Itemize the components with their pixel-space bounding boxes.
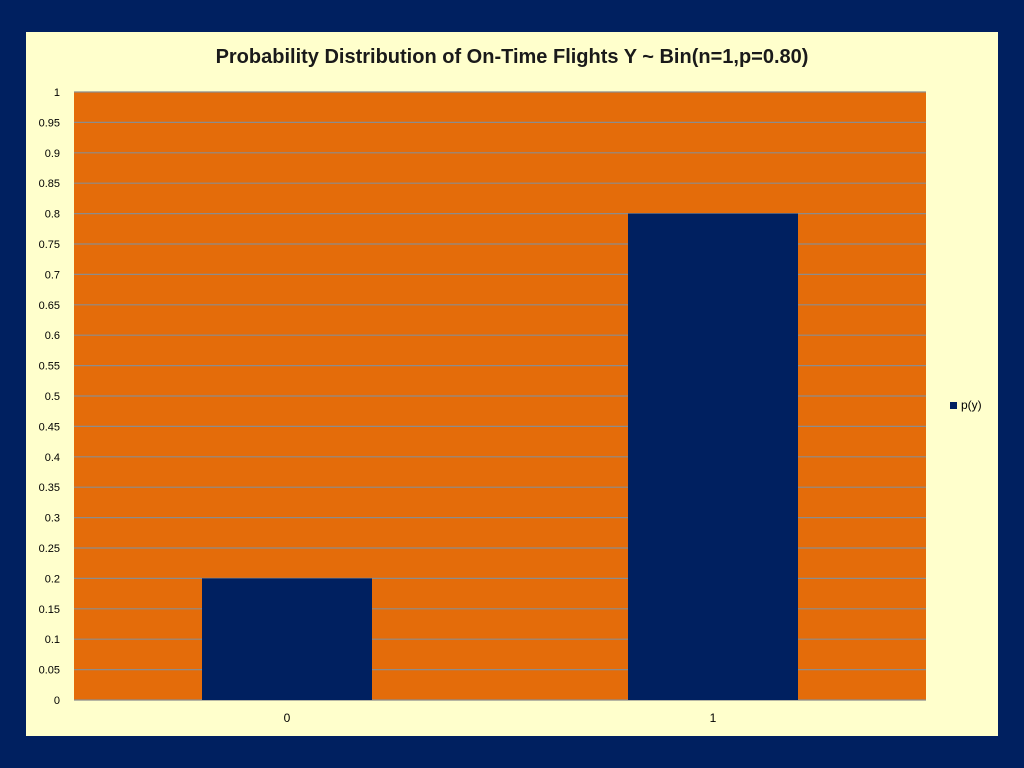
y-tick-label: 0.7	[45, 269, 60, 281]
y-tick-label: 0.25	[39, 543, 60, 555]
y-tick-label: 0.35	[39, 482, 60, 494]
bar	[628, 213, 798, 700]
y-tick-label: 0.1	[45, 634, 60, 646]
y-tick-label: 0.85	[39, 178, 60, 190]
y-tick-label: 0.95	[39, 117, 60, 129]
y-tick-label: 0.75	[39, 239, 60, 251]
y-tick-label: 0.55	[39, 361, 60, 373]
chart-container: Probability Distribution of On-Time Flig…	[26, 32, 998, 736]
y-tick-label: 0.4	[45, 452, 60, 464]
legend-swatch	[950, 401, 957, 409]
y-tick-label: 0.15	[39, 604, 60, 616]
bar-chart: 0 0.05 0.1 0.15 0.2 0.25 0.3 0.35 0.4 0.45 0.5 0.55…	[39, 87, 926, 725]
y-tick-label: 0.5	[45, 391, 60, 403]
y-tick-label: 0	[54, 695, 60, 707]
y-tick-label: 0.6	[45, 330, 60, 342]
x-tick-label: 0	[284, 711, 291, 725]
y-tick-label: 1	[54, 87, 60, 99]
legend: p(y)	[950, 398, 982, 412]
y-tick-label: 0.05	[39, 665, 60, 677]
chart-title: Probability Distribution of On-Time Flig…	[215, 46, 809, 68]
legend-label: p(y)	[961, 398, 982, 412]
y-tick-label: 0.65	[39, 300, 60, 312]
y-tick-label: 0.3	[45, 513, 60, 525]
y-tick-label: 0.9	[45, 148, 60, 160]
x-tick-label: 1	[710, 711, 717, 725]
y-tick-label: 0.8	[45, 209, 60, 221]
bar	[202, 578, 372, 700]
y-tick-label: 0.2	[45, 573, 60, 585]
y-tick-label: 0.45	[39, 421, 60, 433]
